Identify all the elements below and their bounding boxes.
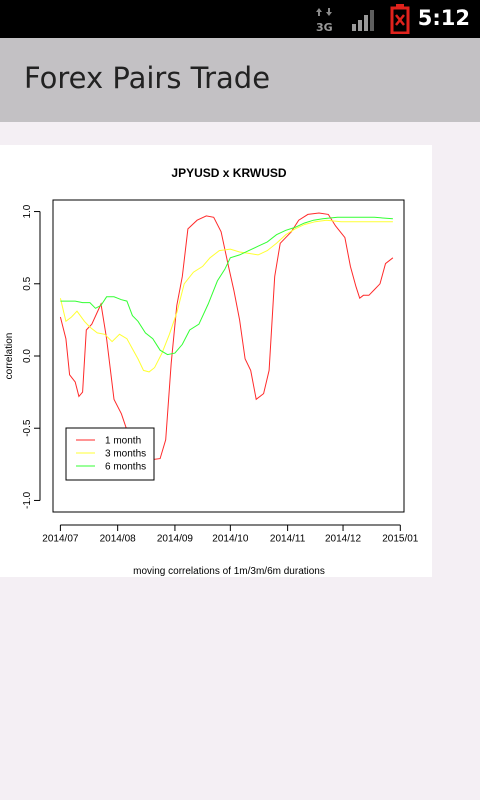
- chart-title: JPYUSD x KRWUSD: [171, 166, 286, 180]
- network-type-label: 3G: [316, 21, 333, 33]
- series-line-1-month: [59, 212, 394, 461]
- network-3g-icon: 3G: [316, 8, 333, 33]
- legend-label: 1 month: [105, 436, 141, 447]
- x-tick-label: 2014/10: [212, 533, 249, 544]
- status-bar: 3G 5:12: [0, 0, 480, 38]
- y-tick-label: -1.0: [22, 491, 33, 509]
- x-tick-label: 2014/08: [100, 533, 137, 544]
- legend-box: [65, 427, 155, 481]
- y-tick-label: 0.0: [22, 349, 33, 363]
- action-bar: Forex Pairs Trade: [0, 38, 480, 122]
- y-tick-label: 1.0: [22, 204, 33, 218]
- chart-image: JPYUSD x KRWUSD 2014/07 2014/08 2014/09 201…: [0, 145, 432, 577]
- status-time: 5:12: [417, 6, 470, 30]
- legend-label: 3 months: [105, 449, 146, 460]
- chart-legend: 1 month 3 months 6 months: [65, 427, 155, 481]
- correlation-chart: JPYUSD x KRWUSD 2014/07 2014/08 2014/09 201…: [4, 166, 419, 577]
- x-axis-label: moving correlations of 1m/3m/6m duration…: [133, 566, 325, 577]
- y-tick-label: -0.5: [22, 419, 33, 437]
- series-line-6-months: [60, 216, 393, 356]
- x-tick-label: 2014/11: [270, 533, 306, 544]
- signal-icon: [352, 10, 374, 31]
- x-tick-label: 2014/07: [42, 533, 79, 544]
- y-tick-label: 0.5: [22, 276, 33, 290]
- x-tick-label: 2014/12: [325, 533, 362, 544]
- plot-frame: [52, 199, 405, 513]
- legend-label: 6 months: [105, 462, 146, 473]
- x-tick-label: 2014/09: [157, 533, 194, 544]
- series-line-3-months: [59, 219, 393, 373]
- app-title: Forex Pairs Trade: [24, 61, 271, 95]
- x-tick-label: 2015/01: [382, 533, 419, 544]
- battery-alert-icon: [390, 4, 410, 34]
- y-axis-label: correlation: [4, 333, 15, 380]
